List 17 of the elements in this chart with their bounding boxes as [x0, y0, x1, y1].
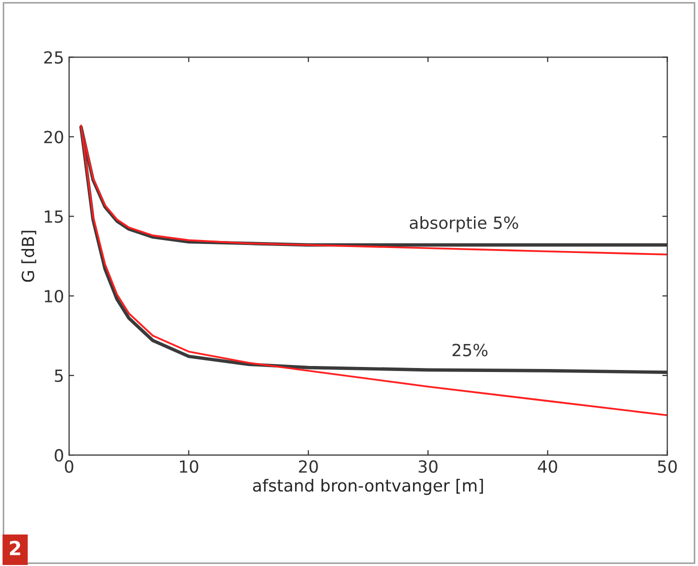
y-tick-label: 15	[44, 210, 63, 223]
y-tick-label: 25	[44, 51, 63, 64]
x-tick-label: 50	[658, 460, 677, 473]
x-tick-label: 20	[298, 460, 318, 473]
annotation: 25%	[452, 344, 488, 356]
y-tick-label: 20	[44, 130, 64, 144]
y-tick-label: 5	[54, 370, 63, 382]
x-tick-label: 40	[538, 460, 558, 473]
x-tick-label: 30	[418, 460, 438, 473]
x-axis-title: afstand bron-ontvanger [m]	[253, 478, 483, 495]
annotation: absorptie 5%	[410, 216, 518, 232]
x-tick-label: 0	[64, 460, 74, 473]
y-tick-label: 0	[54, 449, 64, 462]
y-axis-title: G [dB]	[21, 230, 36, 282]
text: 2	[10, 540, 20, 556]
y-tick-label: 10	[44, 290, 64, 302]
x-tick-label: 10	[180, 460, 198, 473]
